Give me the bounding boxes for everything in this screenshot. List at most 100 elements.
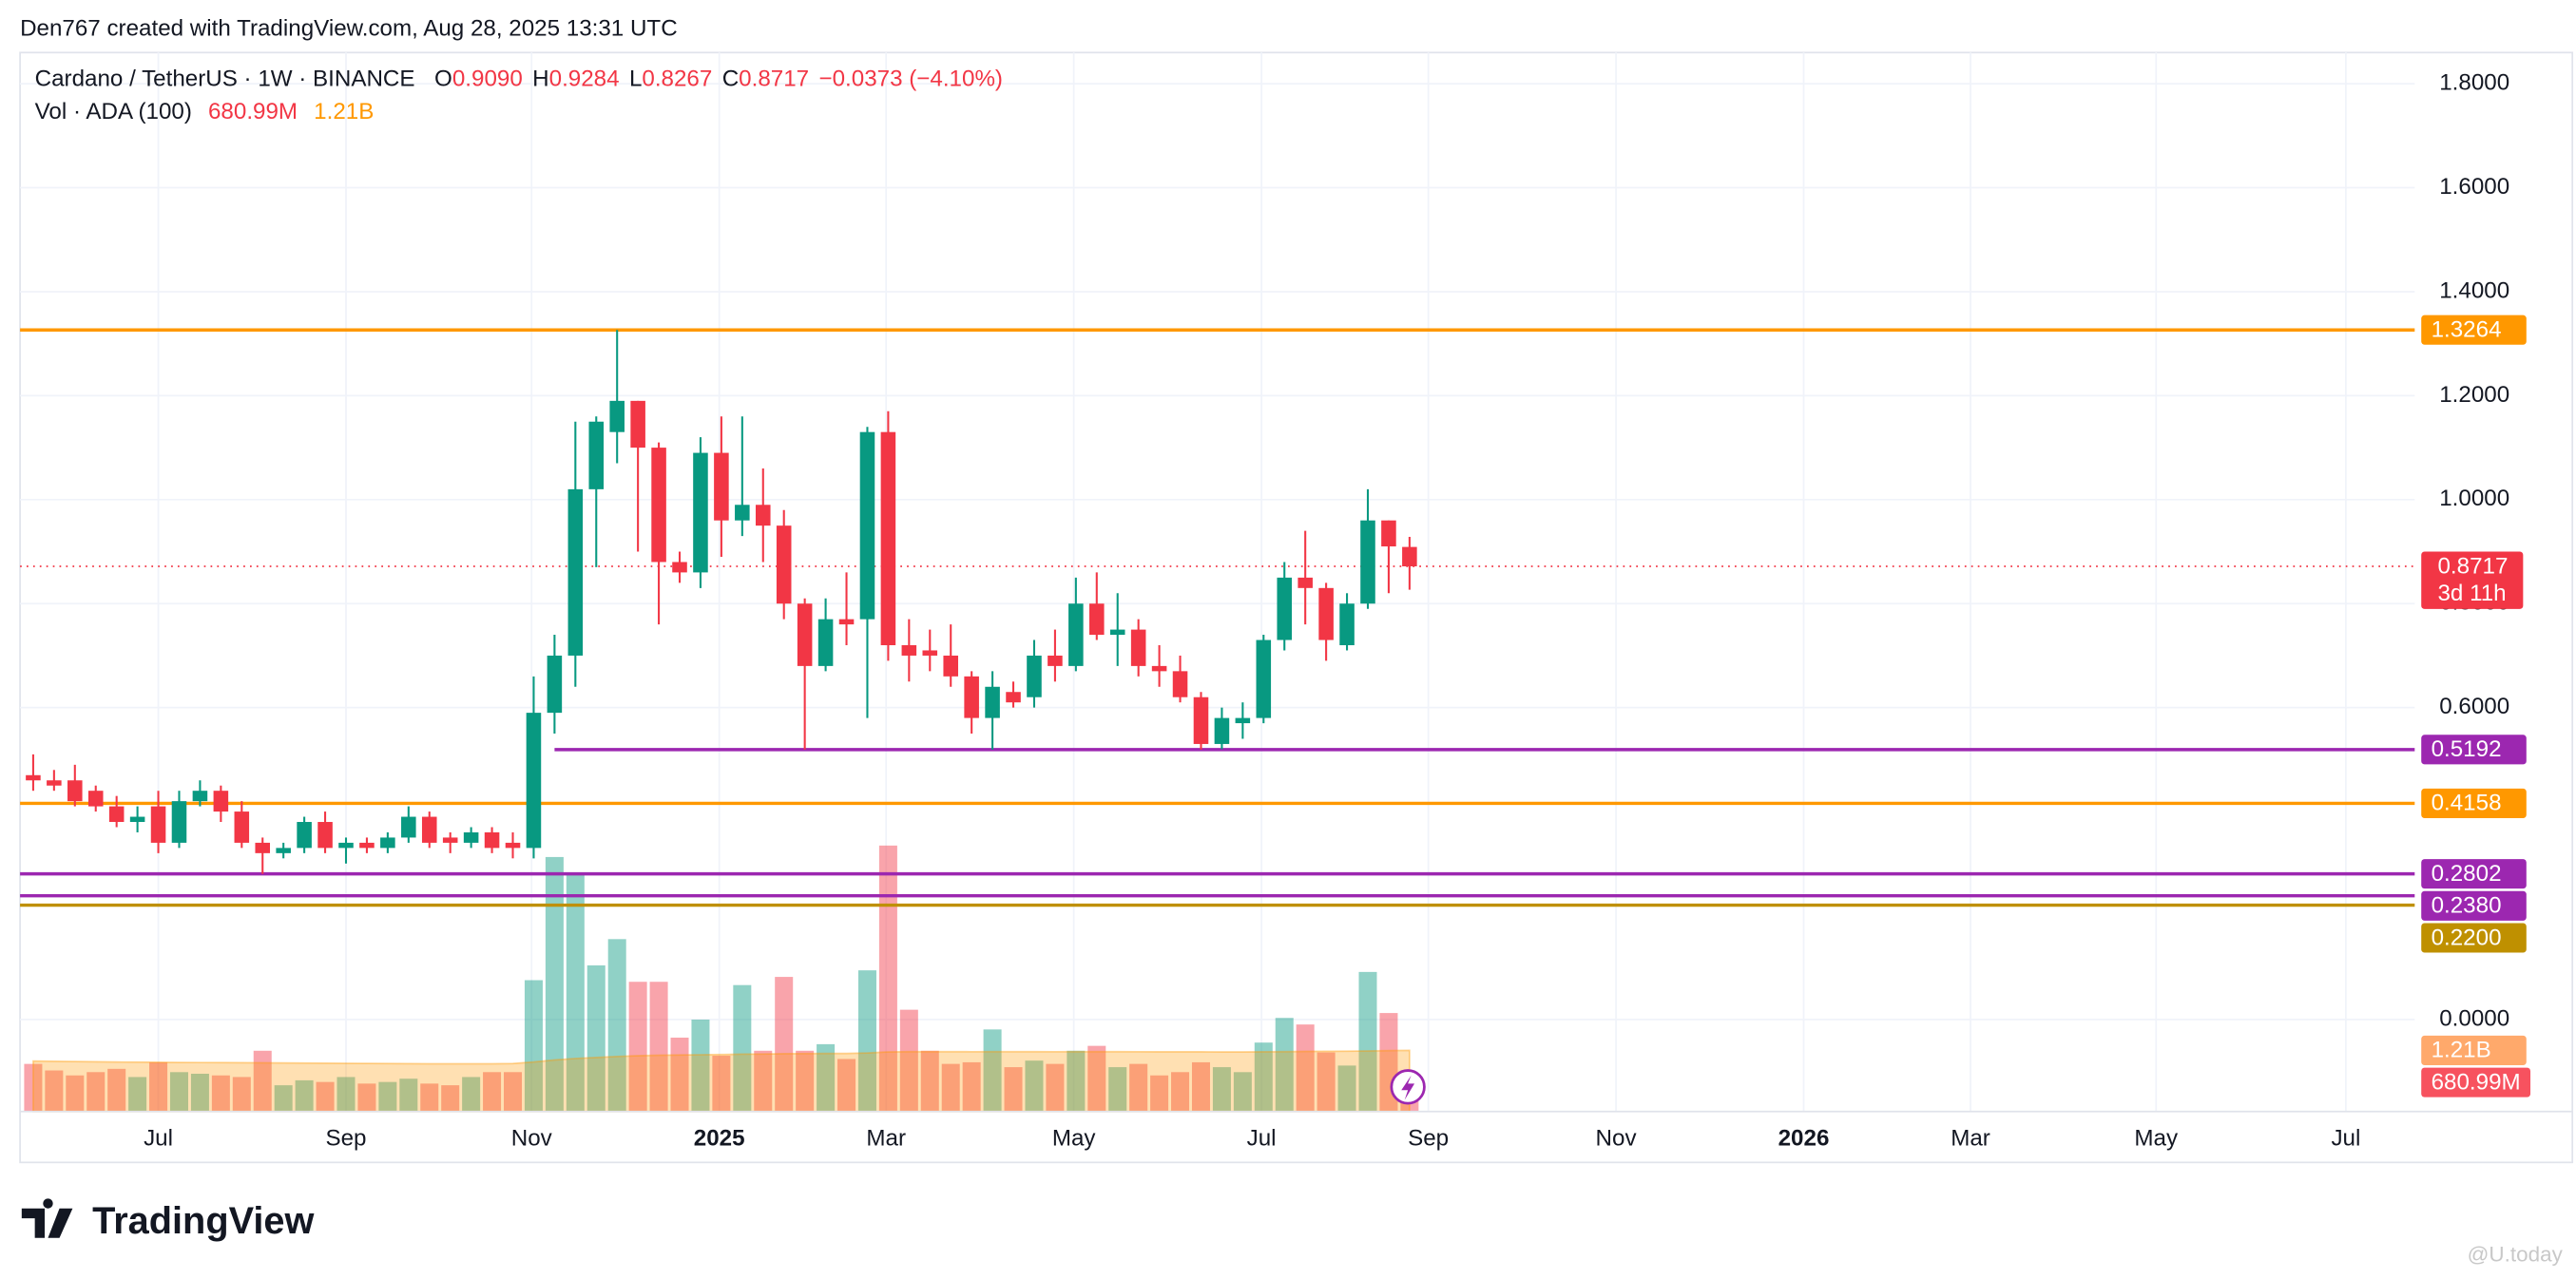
volume-bar xyxy=(420,1083,439,1112)
candle-body xyxy=(1318,587,1334,640)
legend-title: Cardano / TetherUS · 1W · BINANCE xyxy=(35,67,415,92)
candle-body xyxy=(901,644,917,656)
candle-body xyxy=(401,816,416,838)
candle-body xyxy=(359,842,375,849)
candle-body xyxy=(213,791,229,812)
volume-bar xyxy=(1129,1063,1148,1112)
volume-bar xyxy=(1067,1050,1086,1112)
volume-bar xyxy=(399,1079,418,1112)
volume-bar xyxy=(733,984,752,1112)
volume-bar xyxy=(1254,1042,1273,1112)
volume-bar xyxy=(1296,1024,1315,1112)
candle-body xyxy=(505,842,521,849)
legend-value: 0.9090 xyxy=(452,67,523,92)
candle-body xyxy=(150,806,166,843)
volume-bar xyxy=(1087,1045,1106,1112)
candle-body xyxy=(817,619,834,666)
volume-bar xyxy=(1150,1075,1169,1112)
watermark: @U.today xyxy=(2468,1243,2564,1267)
label-box xyxy=(2421,315,2527,345)
volume-bar xyxy=(274,1085,293,1112)
icon-bolt xyxy=(1401,1075,1415,1100)
legend: Cardano / TetherUS · 1W · BINANCE O0.909… xyxy=(35,67,1003,92)
candle-body xyxy=(1360,520,1375,604)
label-box xyxy=(2421,923,2527,953)
candle-body xyxy=(1235,717,1251,724)
volume-bar xyxy=(1275,1018,1294,1112)
candle-body xyxy=(922,650,938,656)
label-box xyxy=(2421,551,2524,609)
volume-pane xyxy=(24,845,1419,1113)
volume-bar xyxy=(1337,1065,1356,1112)
x-tick-label: 2025 xyxy=(694,1126,745,1152)
volume-bar xyxy=(357,1083,376,1112)
candle-body xyxy=(47,780,62,786)
volume-bar xyxy=(441,1085,460,1112)
label-text: 0.4158 xyxy=(2432,791,2502,816)
legend-value: 0.8717 xyxy=(739,67,809,92)
volume-bar xyxy=(1212,1067,1231,1112)
volume-bar xyxy=(128,1077,147,1112)
candle-body xyxy=(714,452,729,521)
candle-body xyxy=(255,842,271,853)
label-box xyxy=(2421,1067,2531,1098)
volume-bar xyxy=(316,1081,335,1112)
legend-value: 0.9284 xyxy=(549,67,620,92)
volume-bar xyxy=(983,1029,1002,1112)
x-tick-label: Sep xyxy=(1408,1126,1449,1152)
lightning-icon xyxy=(1390,1069,1426,1105)
y-tick-label: 1.4000 xyxy=(2439,277,2509,303)
logo-mark xyxy=(21,1198,73,1238)
x-tick-label: Jul xyxy=(1247,1126,1277,1152)
volume-bar xyxy=(169,1072,188,1112)
candle-body xyxy=(1027,655,1042,697)
volume-bar xyxy=(670,1037,689,1112)
credit: Den767 created with TradingView.com, Aug… xyxy=(20,15,678,41)
volume-bar xyxy=(107,1068,126,1112)
candle-body xyxy=(129,816,145,823)
logo-text: TradingView xyxy=(92,1200,314,1242)
volume-bar xyxy=(566,873,585,1112)
candle-body xyxy=(609,400,625,432)
candle-body xyxy=(567,488,584,656)
candle-body xyxy=(108,806,125,823)
candle-body xyxy=(735,505,750,521)
legend-change: −0.0373 (−4.10%) xyxy=(818,67,1003,92)
label-box xyxy=(2421,788,2527,818)
candle-body xyxy=(1089,603,1105,636)
volume-bar xyxy=(1358,971,1377,1112)
volume-legend-title: Vol · ADA (100) xyxy=(35,100,192,125)
volume-bar xyxy=(775,977,794,1112)
x-tick-label: Mar xyxy=(866,1126,906,1152)
candle-body xyxy=(588,421,605,489)
candle-body xyxy=(755,505,771,526)
candle-body xyxy=(297,822,312,849)
volume-legend: Vol · ADA (100) 680.99M 1.21B xyxy=(35,100,375,125)
candle-body xyxy=(234,811,250,843)
candle-body xyxy=(87,791,104,807)
volume-bar xyxy=(504,1072,523,1112)
legend-key: C xyxy=(722,67,739,92)
volume-bar xyxy=(1046,1063,1065,1112)
candle-body xyxy=(880,431,896,645)
x-tick-label: Mar xyxy=(1951,1126,1990,1152)
logo: TradingView xyxy=(21,1198,315,1242)
x-tick-label: Jul xyxy=(144,1126,173,1152)
candle-body xyxy=(547,655,563,714)
volume-bar xyxy=(586,964,606,1112)
volume-bar xyxy=(545,856,564,1112)
axes: 0.00000.60000.80001.00001.20001.40001.60… xyxy=(20,70,2573,1152)
volume-bar xyxy=(462,1077,481,1112)
volume-bar xyxy=(24,1063,43,1112)
label-text: 1.3264 xyxy=(2432,316,2502,342)
candle-body xyxy=(276,848,291,853)
volume-legend-ma: 1.21B xyxy=(314,100,374,125)
volume-bar xyxy=(1025,1060,1044,1112)
volume-bar xyxy=(754,1050,773,1112)
candle-body xyxy=(26,774,41,781)
candle-body xyxy=(1298,577,1313,588)
x-tick-label: Nov xyxy=(1596,1126,1637,1152)
candle-body xyxy=(1006,692,1021,703)
volume-bar xyxy=(1171,1072,1190,1112)
